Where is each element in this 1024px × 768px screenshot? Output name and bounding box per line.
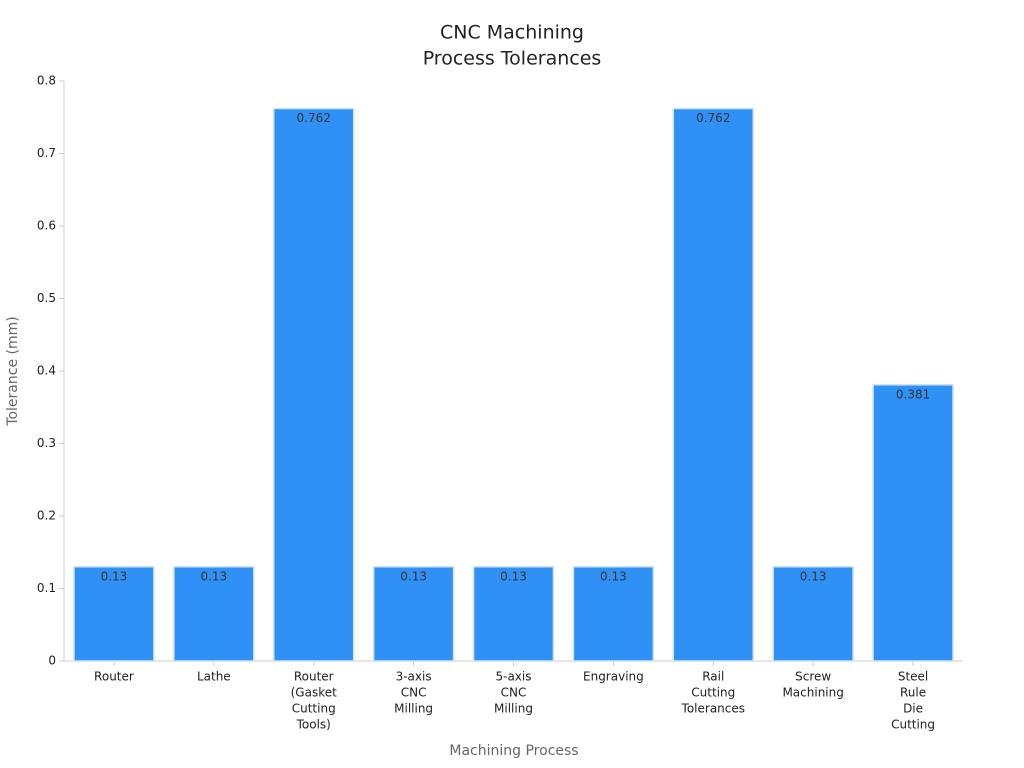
- x-tick-label: Milling: [394, 702, 433, 716]
- x-tick-label: Router: [94, 670, 134, 684]
- x-axis-label: Machining Process: [449, 743, 578, 759]
- x-tick-label: 3-axis: [396, 670, 432, 684]
- y-tick-label: 0.1: [37, 581, 56, 595]
- x-tick-label: Tools): [296, 718, 331, 732]
- bar: [872, 384, 954, 662]
- x-tick-label: Cutting: [691, 686, 735, 700]
- x-tick-label: Steel: [898, 670, 928, 684]
- value-label: 0.13: [200, 569, 227, 583]
- chart-title: Process Tolerances: [423, 48, 602, 70]
- y-tick-label: 0.4: [37, 364, 56, 378]
- bar: [472, 566, 555, 662]
- y-axis-label: Tolerance (mm): [5, 316, 21, 426]
- y-tick-label: 0.6: [37, 219, 56, 233]
- bar: [73, 566, 155, 662]
- y-tick-label: 0: [48, 654, 56, 668]
- x-tick-label: Rule: [900, 686, 926, 700]
- y-tick-label: 0.7: [37, 146, 56, 160]
- value-label: 0.762: [297, 111, 331, 125]
- value-label: 0.13: [500, 569, 527, 583]
- value-label: 0.13: [800, 569, 827, 583]
- y-tick-label: 0.5: [37, 291, 56, 305]
- x-tick-label: Milling: [494, 702, 533, 716]
- value-label: 0.13: [600, 569, 627, 583]
- x-tick-label: Cutting: [891, 718, 935, 732]
- x-tick-label: Die: [903, 702, 923, 716]
- y-tick-label: 0.8: [37, 74, 56, 88]
- x-tick-label: Lathe: [197, 670, 231, 684]
- bar: [173, 566, 255, 662]
- y-tick-label: 0.2: [37, 509, 56, 523]
- value-label: 0.13: [101, 569, 128, 583]
- x-tick-label: CNC: [501, 686, 527, 700]
- bar: [572, 566, 655, 662]
- x-tick-label: Tolerances: [681, 702, 745, 716]
- x-tick-label: 5-axis: [495, 670, 531, 684]
- x-tick-label: Engraving: [583, 670, 644, 684]
- x-tick-label: Rail: [702, 670, 724, 684]
- chart-title: CNC Machining: [440, 22, 584, 44]
- x-tick-label: (Gasket: [291, 686, 337, 700]
- x-tick-label: Screw: [795, 670, 831, 684]
- x-tick-label: Router: [294, 670, 334, 684]
- y-tick-label: 0.3: [37, 436, 56, 450]
- value-label: 0.381: [896, 387, 930, 401]
- x-tick-label: Cutting: [292, 702, 336, 716]
- bar: [372, 566, 455, 662]
- x-tick-label: CNC: [401, 686, 427, 700]
- bar: [672, 107, 754, 662]
- bar: [772, 566, 854, 662]
- value-label: 0.762: [696, 111, 730, 125]
- x-tick-label: Machining: [782, 686, 843, 700]
- value-label: 0.13: [400, 569, 427, 583]
- bar: [273, 107, 355, 662]
